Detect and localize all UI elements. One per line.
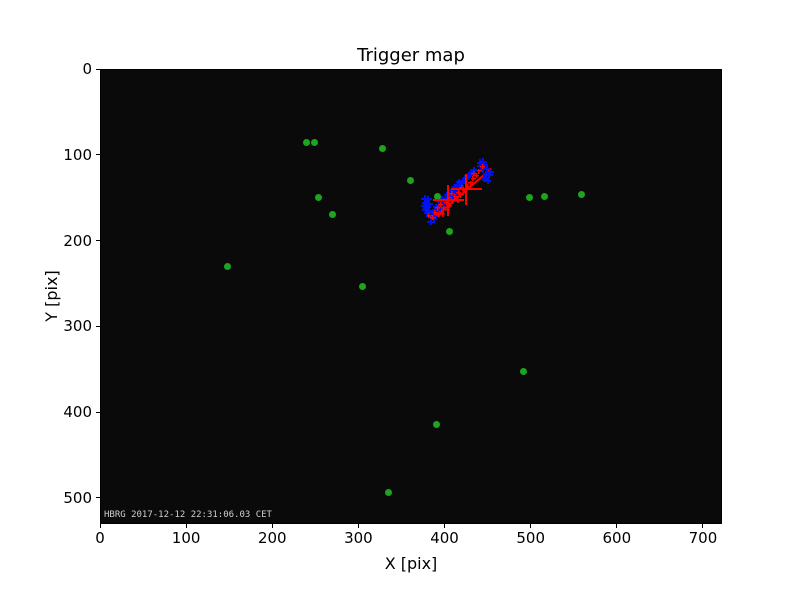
blue-hit-plus xyxy=(470,166,478,174)
x-tick-label: 500 xyxy=(516,529,545,547)
x-tick-label: 100 xyxy=(171,529,201,547)
x-axis-tick xyxy=(530,524,532,528)
x-tick-label: 200 xyxy=(257,529,287,547)
x-tick-label: 700 xyxy=(688,529,718,547)
green-hit-dot xyxy=(224,262,232,270)
green-hit-dot xyxy=(446,227,454,235)
y-axis-tick xyxy=(96,325,100,327)
x-tick-label: 0 xyxy=(95,529,105,547)
green-hit-dot xyxy=(329,211,337,219)
blue-hit-plus xyxy=(486,168,494,176)
x-tick-label: 600 xyxy=(602,529,632,547)
x-axis-tick xyxy=(444,524,446,528)
green-hit-dot xyxy=(526,194,534,202)
y-tick-label: 100 xyxy=(63,145,92,164)
y-tick-label: 0 xyxy=(82,60,92,78)
x-tick-label: 400 xyxy=(430,529,459,547)
y-tick-label: 200 xyxy=(63,231,92,250)
green-hit-dot xyxy=(303,138,311,146)
x-axis-tick xyxy=(357,524,359,528)
y-axis-tick xyxy=(96,411,100,413)
green-hit-dot xyxy=(520,368,528,376)
x-axis-tick xyxy=(271,524,273,528)
plot-area: HBRG 2017-12-12 22:31:06.03 CET xyxy=(100,69,722,524)
green-hit-dot xyxy=(578,190,586,198)
red-hit-plus xyxy=(430,214,436,220)
timestamp-overlay: HBRG 2017-12-12 22:31:06.03 CET xyxy=(104,510,272,520)
blue-hit-plus xyxy=(423,209,431,217)
x-axis-label: X [pix] xyxy=(384,554,438,573)
green-hit-dot xyxy=(432,420,440,428)
y-tick-label: 300 xyxy=(63,317,92,336)
red-cross-marker xyxy=(450,173,482,205)
green-hit-dot xyxy=(311,139,319,147)
red-hit-plus xyxy=(476,168,482,174)
y-axis-tick xyxy=(96,497,100,499)
x-axis-tick xyxy=(99,524,101,528)
green-hit-dot xyxy=(385,489,393,497)
blue-hit-plus xyxy=(484,177,492,185)
x-axis-tick xyxy=(702,524,704,528)
y-axis-tick xyxy=(96,154,100,156)
chart-title: Trigger map xyxy=(357,45,465,66)
y-axis-tick xyxy=(96,68,100,70)
y-tick-label: 500 xyxy=(63,488,92,507)
blue-hit-plus xyxy=(479,165,487,173)
green-hit-dot xyxy=(359,283,367,291)
green-hit-dot xyxy=(406,177,414,185)
green-hit-dot xyxy=(541,193,549,201)
green-hit-dot xyxy=(314,194,322,202)
red-hit-plus xyxy=(426,213,432,219)
red-hit-plus xyxy=(480,164,486,170)
y-axis-tick xyxy=(96,240,100,241)
x-axis-tick xyxy=(616,524,618,528)
y-tick-label: 400 xyxy=(63,403,92,421)
x-axis-tick xyxy=(185,524,187,528)
green-hit-dot xyxy=(379,144,387,152)
x-tick-label: 300 xyxy=(344,529,373,547)
